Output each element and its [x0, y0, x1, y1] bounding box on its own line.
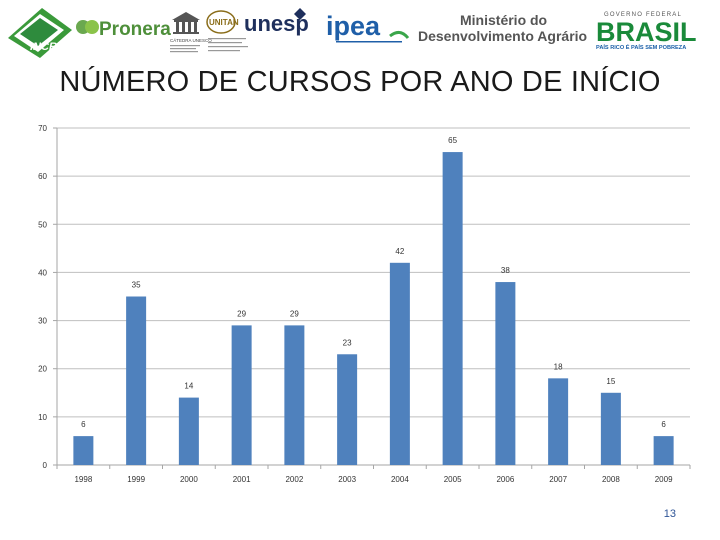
bar-2005: [442, 152, 463, 466]
x-tick-label-1999: 1999: [127, 475, 145, 484]
labels: 6 1998 35 1999 14 2000 29 2001 29 2002 23 2003 42 200…: [74, 136, 673, 484]
data-label-1998: 6: [81, 420, 86, 429]
x-tick-label-2003: 2003: [338, 475, 356, 484]
data-label-2006: 38: [501, 266, 510, 275]
x-tick-label-2004: 2004: [391, 475, 409, 484]
ipea-logo: ipea: [326, 11, 410, 43]
data-label-2005: 65: [448, 136, 457, 145]
mda-line1: Ministério do: [460, 12, 547, 28]
x-tick-label-1998: 1998: [74, 475, 92, 484]
brasil-text: BRASIL: [596, 17, 697, 47]
incra-text: INCRA: [30, 41, 65, 53]
bar-2004: [389, 262, 410, 465]
bar-2006: [495, 282, 516, 465]
x-tick-label-2009: 2009: [655, 475, 673, 484]
gov-caption: GOVERNO FEDERAL: [604, 12, 682, 18]
data-label-2002: 29: [290, 309, 299, 318]
pronera-logo: Pronera: [76, 19, 171, 40]
data-label-2001: 29: [237, 309, 246, 318]
bar-2003: [337, 354, 358, 465]
bar-2009: [653, 436, 674, 465]
data-label-1999: 35: [132, 281, 141, 290]
x-tick-label-2000: 2000: [180, 475, 198, 484]
y-tick-label-60: 60: [38, 172, 47, 181]
y-tick-label-70: 70: [38, 124, 47, 133]
logos-svg: INCRA Pronera CÁTEDRA UNESCO UNITAN: [8, 8, 697, 58]
mda-logo: Ministério do Desenvolvimento Agrário: [418, 12, 587, 44]
bar-2000: [178, 397, 199, 465]
pronera-text: Pronera: [99, 19, 171, 40]
bar-2008: [600, 392, 621, 465]
gridlines: [57, 127, 690, 418]
unesco-caption: CÁTEDRA UNESCO: [170, 37, 212, 43]
bar-2001: [231, 325, 252, 465]
chart-title: NÚMERO DE CURSOS POR ANO DE INÍCIO: [59, 66, 661, 98]
bar-1998: [73, 436, 94, 465]
bar-2002: [284, 325, 305, 465]
bar-2007: [548, 378, 569, 465]
y-tick-label-10: 10: [38, 413, 47, 422]
data-label-2004: 42: [395, 247, 404, 256]
mda-line2: Desenvolvimento Agrário: [418, 28, 587, 44]
axes: 0 10 20 30 40 50 60 70: [38, 124, 691, 470]
incra-logo: INCRA: [8, 8, 72, 58]
data-label-2008: 15: [606, 377, 615, 386]
x-tick-label-2006: 2006: [496, 475, 514, 484]
brasil-logo: GOVERNO FEDERAL BRASIL PAÍS RICO É PAÍS …: [596, 12, 697, 51]
x-tick-label-2001: 2001: [233, 475, 251, 484]
y-tick-label-50: 50: [38, 220, 47, 229]
data-label-2009: 6: [661, 420, 666, 429]
logo-bar: INCRA Pronera CÁTEDRA UNESCO UNITAN: [0, 0, 720, 62]
x-tick-label-2002: 2002: [285, 475, 303, 484]
bar-1999: [126, 296, 147, 465]
y-tick-label-20: 20: [38, 365, 47, 374]
ipea-text: ipea: [326, 11, 381, 41]
x-tick-label-2007: 2007: [549, 475, 567, 484]
data-label-2000: 14: [184, 382, 193, 391]
data-label-2007: 18: [554, 362, 563, 371]
unitan-logo: UNITAN: [206, 10, 248, 52]
page-number: 13: [663, 508, 676, 520]
unesp-logo: unesp: [244, 8, 309, 36]
data-label-2003: 23: [343, 338, 352, 347]
y-tick-label-30: 30: [38, 317, 47, 326]
unesco-logo: CÁTEDRA UNESCO: [170, 12, 212, 53]
y-tick-label-40: 40: [38, 268, 47, 277]
brasil-slogan: PAÍS RICO É PAÍS SEM POBREZA: [596, 43, 686, 51]
unitan-text: UNITAN: [209, 18, 239, 27]
y-tick-label-0: 0: [43, 461, 48, 470]
x-tick-label-2005: 2005: [444, 475, 462, 484]
bars: [73, 152, 674, 466]
x-tick-label-2008: 2008: [602, 475, 620, 484]
